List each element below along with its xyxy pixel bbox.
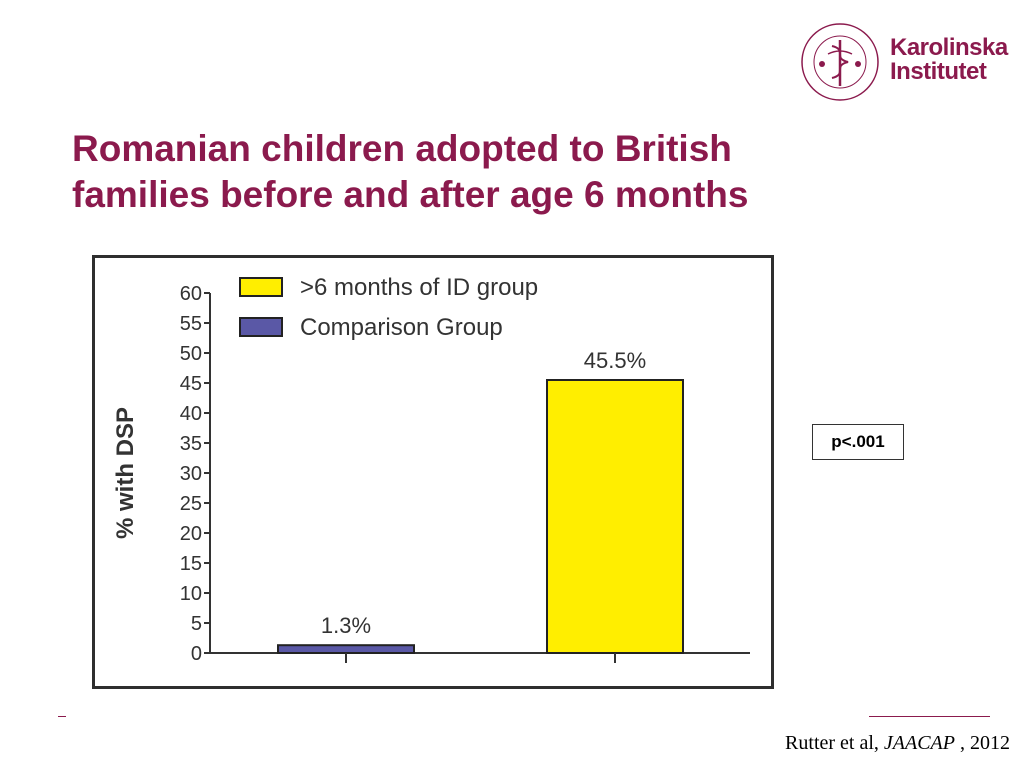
logo-name-line1: Karolinska — [890, 34, 1008, 61]
bar-comparison-group — [277, 644, 415, 655]
karolinska-logo: Karolinska Institutet — [798, 14, 1008, 110]
y-tick-label: 0 — [191, 643, 202, 665]
y-tick-label: 55 — [180, 313, 202, 335]
slide-title: Romanian children adopted to British fam… — [72, 126, 832, 218]
logo-name-line2: Institutet — [890, 58, 987, 85]
seal-icon — [801, 23, 879, 101]
slide-title-line2: families before and after age 6 months — [72, 174, 749, 215]
bar-data-label: 45.5% — [584, 348, 646, 373]
footer-rule-left — [58, 716, 66, 717]
slide-title-line1: Romanian children adopted to British — [72, 128, 732, 169]
y-tick-label: 15 — [180, 553, 202, 575]
citation: Rutter et al, JAACAP , 2012 — [785, 732, 1010, 755]
citation-year: , 2012 — [955, 732, 1010, 754]
chart-frame: 0 5 10 15 20 25 30 35 40 45 50 55 60 % with DSP 1.3% 45… — [92, 255, 774, 689]
y-tick-label: 50 — [180, 343, 202, 365]
bar-data-label: 1.3% — [321, 613, 371, 638]
y-tick-label: 25 — [180, 493, 202, 515]
legend-label: Comparison Group — [300, 314, 503, 341]
legend-swatch — [239, 277, 283, 297]
y-tick-label: 30 — [180, 463, 202, 485]
y-tick-label: 20 — [180, 523, 202, 545]
citation-authors: Rutter et al, — [785, 732, 884, 754]
y-tick-label: 35 — [180, 433, 202, 455]
y-tick-label: 40 — [180, 403, 202, 425]
y-tick-label: 5 — [191, 613, 202, 635]
bar-id-group — [546, 379, 684, 654]
footer-rule-right — [869, 716, 990, 717]
citation-journal: JAACAP — [883, 732, 955, 754]
y-axis-label: % with DSP — [112, 407, 139, 539]
legend-label: >6 months of ID group — [300, 274, 538, 301]
legend-swatch — [239, 317, 283, 337]
p-value-box: p<.001 — [812, 424, 904, 460]
y-tick-label: 10 — [180, 583, 202, 605]
y-tick-label: 45 — [180, 373, 202, 395]
bar-chart: 0 5 10 15 20 25 30 35 40 45 50 55 60 % with DSP 1.3% 45… — [112, 274, 750, 665]
y-tick-label: 60 — [180, 283, 202, 305]
